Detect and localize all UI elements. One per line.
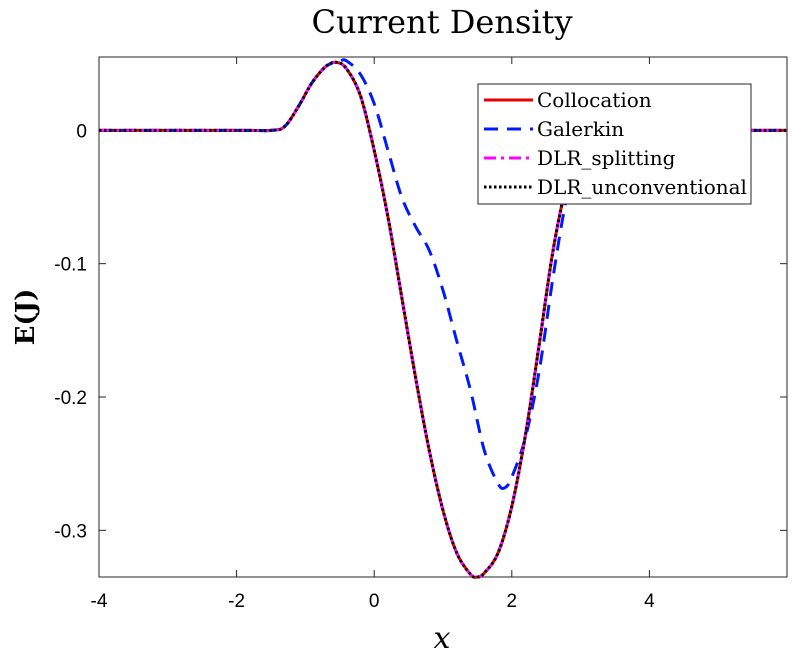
x-tick-label: -2: [228, 591, 245, 612]
y-tick-label: 0: [76, 121, 87, 142]
legend-label: DLR_splitting: [537, 146, 676, 170]
legend-label: Collocation: [537, 88, 652, 112]
y-tick-label: -0.2: [54, 388, 87, 409]
x-tick-label: 0: [369, 591, 380, 612]
y-tick-label: -0.1: [54, 255, 87, 276]
legend-label: DLR_unconventional: [537, 175, 747, 199]
x-axis-label: x: [434, 621, 451, 653]
y-tick-label: -0.3: [54, 521, 87, 542]
legend: Collocation Galerkin DLR_splitting DLR_unco…: [477, 83, 752, 205]
chart-title: Current Density: [311, 3, 572, 41]
x-tick-label: -4: [91, 591, 108, 612]
legend-label: Galerkin: [537, 117, 624, 141]
x-tick-label: 2: [507, 591, 518, 612]
y-axis-label: E(J): [11, 289, 41, 346]
x-tick-label: 4: [644, 591, 655, 612]
axis-ticks: -4 -2 0 2 4 0 -0.1 -0.2 -0.3: [54, 57, 787, 612]
legend-box: [477, 83, 752, 205]
